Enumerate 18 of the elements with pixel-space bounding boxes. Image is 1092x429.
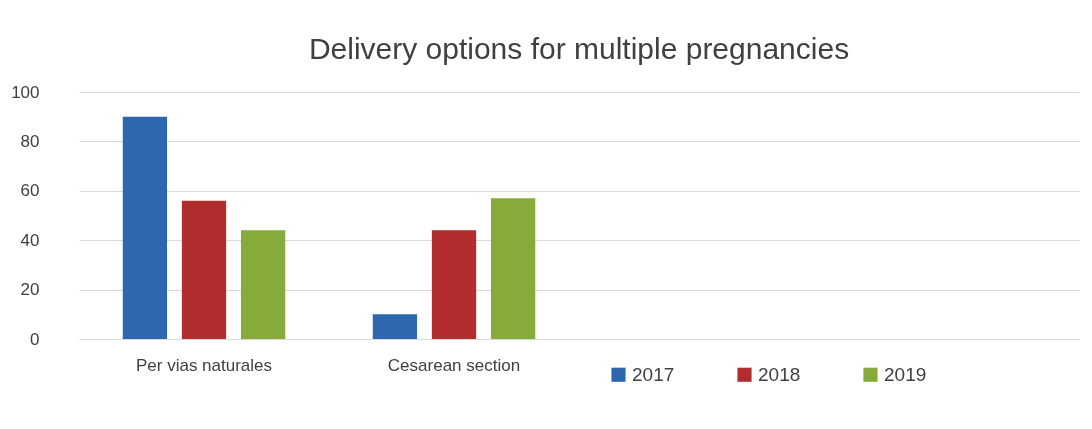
bar: [431, 230, 477, 339]
y-tick-label: 60: [20, 181, 40, 201]
x-tick-label: Per vias naturales: [135, 355, 273, 375]
x-tick-label: Cesarean section: [387, 355, 521, 375]
legend-label: 2018: [758, 363, 801, 385]
bar: [122, 116, 168, 339]
y-tick-label: 40: [20, 230, 40, 250]
y-tick-label: 80: [20, 131, 40, 151]
bar: [490, 198, 536, 339]
y-tick-label: 0: [30, 329, 40, 349]
legend-label: 2019: [884, 363, 927, 385]
legend-label: 2017: [632, 363, 675, 385]
bar: [181, 200, 227, 339]
chart-title: Delivery options for multiple pregnancies: [308, 32, 850, 65]
y-tick-label: 20: [20, 280, 40, 300]
y-tick-label: 100: [11, 82, 40, 102]
bar: [372, 314, 418, 339]
bar: [240, 230, 286, 339]
